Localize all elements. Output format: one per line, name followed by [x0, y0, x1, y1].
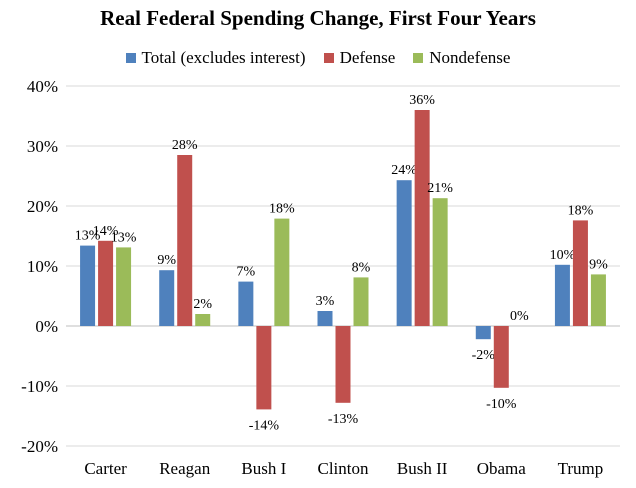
data-label: 13% — [75, 229, 101, 244]
y-tick-label: 20% — [27, 197, 58, 216]
y-tick-label: 0% — [35, 317, 58, 336]
legend-swatch-total — [125, 53, 136, 63]
data-label: -13% — [328, 412, 359, 427]
bar — [80, 245, 96, 326]
bar — [335, 326, 351, 403]
data-label: 28% — [172, 138, 198, 153]
bar — [432, 198, 448, 326]
bar — [414, 110, 430, 326]
bar — [493, 326, 509, 388]
legend-swatch-nondefense — [413, 53, 424, 63]
bar — [98, 240, 114, 326]
data-label: 2% — [193, 297, 212, 312]
chart-title: Real Federal Spending Change, First Four… — [100, 6, 536, 30]
bar — [238, 281, 254, 326]
bar — [572, 220, 588, 326]
data-label: -10% — [486, 397, 517, 412]
y-tick-label: 40% — [27, 77, 58, 96]
legend-item-nondefense: Nondefense — [413, 48, 510, 68]
data-label: 0% — [510, 309, 529, 324]
bar — [256, 326, 272, 410]
y-tick-label: 30% — [27, 137, 58, 156]
bar — [116, 247, 132, 326]
x-tick-label: Bush II — [397, 459, 448, 478]
y-tick-label: -20% — [21, 437, 58, 456]
bar — [177, 155, 193, 326]
data-label: 14% — [93, 224, 119, 239]
bar — [396, 180, 412, 326]
x-tick-label: Bush I — [241, 459, 286, 478]
legend-item-total: Total (excludes interest) — [125, 48, 306, 68]
x-tick-label: Carter — [84, 459, 127, 478]
data-label: 36% — [409, 93, 435, 108]
x-tick-label: Reagan — [159, 459, 210, 478]
bar — [317, 311, 333, 326]
data-label: 8% — [352, 260, 371, 275]
y-tick-label: 10% — [27, 257, 58, 276]
bar — [590, 274, 606, 326]
x-tick-label: Obama — [477, 459, 527, 478]
y-tick-label: -10% — [21, 377, 58, 396]
data-label: 18% — [568, 203, 594, 218]
data-label: 7% — [237, 265, 256, 280]
data-label: 3% — [316, 294, 335, 309]
bar — [353, 277, 369, 326]
data-label: 9% — [157, 253, 176, 268]
x-tick-label: Clinton — [317, 459, 369, 478]
legend-label-defense: Defense — [339, 48, 396, 67]
legend-swatch-defense — [323, 53, 334, 63]
data-label: -14% — [249, 418, 280, 433]
x-tick-label: Trump — [558, 459, 604, 478]
bar — [475, 326, 491, 340]
data-label: 18% — [269, 202, 295, 217]
data-label: 24% — [391, 163, 417, 178]
data-label: 21% — [427, 181, 453, 196]
legend-label-total: Total (excludes interest) — [141, 48, 306, 67]
data-label: -2% — [472, 348, 496, 363]
data-label: 13% — [111, 230, 137, 245]
bar — [159, 270, 175, 326]
legend: Total (excludes interest) Defense Nondef… — [0, 48, 636, 68]
data-label: 9% — [589, 257, 608, 272]
data-label: 10% — [550, 248, 576, 263]
legend-item-defense: Defense — [323, 48, 396, 68]
bar — [195, 314, 211, 326]
bar — [274, 218, 290, 326]
legend-label-nondefense: Nondefense — [429, 48, 511, 67]
bar — [554, 264, 570, 326]
